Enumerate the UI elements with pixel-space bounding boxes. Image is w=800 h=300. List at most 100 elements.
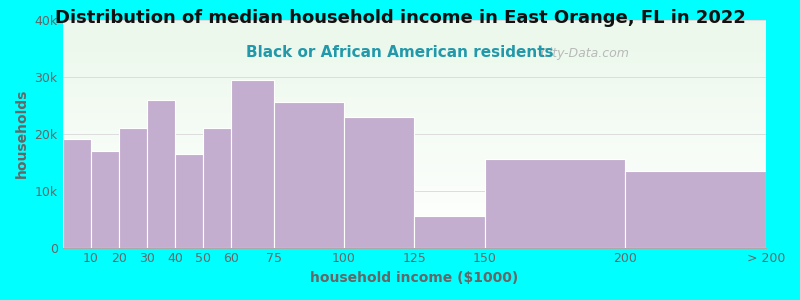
Bar [62,238,766,239]
Bar [62,201,766,202]
Bar [62,137,766,138]
Bar [62,217,766,218]
Bar [62,221,766,222]
Bar [62,83,766,84]
Bar [62,54,766,55]
Bar [62,140,766,141]
Bar [62,39,766,40]
Bar [62,58,766,59]
Bar [62,148,766,149]
Bar [62,227,766,228]
Bar [62,125,766,126]
Bar [62,107,766,108]
Bar [62,176,766,177]
Bar [62,123,766,124]
Bar [62,100,766,101]
Bar [62,139,766,140]
Bar [62,141,766,142]
Bar [62,235,766,236]
Bar [62,90,766,91]
Bar [62,82,766,83]
Bar [62,152,766,153]
Bar [62,241,766,242]
Bar [62,246,766,247]
Bar [62,51,766,52]
Bar [62,21,766,22]
Bar [62,43,766,44]
Bar [62,73,766,74]
Bar [62,146,766,147]
Bar [62,117,766,118]
Bar [62,218,766,219]
Bar [62,113,766,114]
Bar [62,80,766,81]
Bar [62,57,766,58]
Bar [62,211,766,212]
Bar [62,200,766,201]
Bar [62,173,766,174]
Bar [62,208,766,209]
Bar [62,193,766,194]
Bar [62,71,766,72]
Bar [62,124,766,125]
Bar [62,104,766,105]
Bar [62,118,766,119]
Bar [62,240,766,241]
Bar [62,94,766,95]
Bar [62,79,766,80]
Bar [62,84,766,85]
Bar [62,102,766,103]
Bar [62,77,766,78]
Bar [119,128,147,248]
Bar [62,144,766,145]
Bar [62,42,766,43]
Bar [62,55,766,56]
Bar [62,67,766,68]
Bar [62,78,766,79]
Bar [625,171,766,248]
Bar [62,74,766,75]
Bar [62,133,766,134]
Bar [62,131,766,132]
Bar [62,23,766,24]
Bar [62,223,766,224]
Bar [62,69,766,70]
Bar [62,96,766,97]
Bar [62,46,766,47]
Bar [62,181,766,182]
Bar [62,48,766,49]
X-axis label: household income ($1000): household income ($1000) [310,271,518,285]
Bar [62,138,766,139]
Bar [62,220,766,221]
Bar [62,75,766,76]
Bar [62,115,766,116]
Bar [62,44,766,45]
Bar [62,191,766,192]
Bar [62,134,766,135]
Bar [62,213,766,214]
Bar [62,53,766,54]
Bar [62,64,766,65]
Bar [62,149,766,150]
Bar [62,150,766,151]
Bar [62,171,766,172]
Bar [62,140,90,248]
Bar [62,169,766,170]
Bar [62,161,766,162]
Bar [62,87,766,88]
Bar [62,135,766,136]
Bar [231,80,274,248]
Bar [62,229,766,230]
Bar [62,98,766,99]
Bar [62,226,766,227]
Bar [62,127,766,128]
Text: Black or African American residents: Black or African American residents [246,45,554,60]
Bar [62,26,766,27]
Bar [62,122,766,123]
Bar [62,212,766,213]
Bar [62,29,766,30]
Bar [62,202,766,203]
Bar [62,30,766,31]
Bar [62,72,766,73]
Bar [62,100,766,101]
